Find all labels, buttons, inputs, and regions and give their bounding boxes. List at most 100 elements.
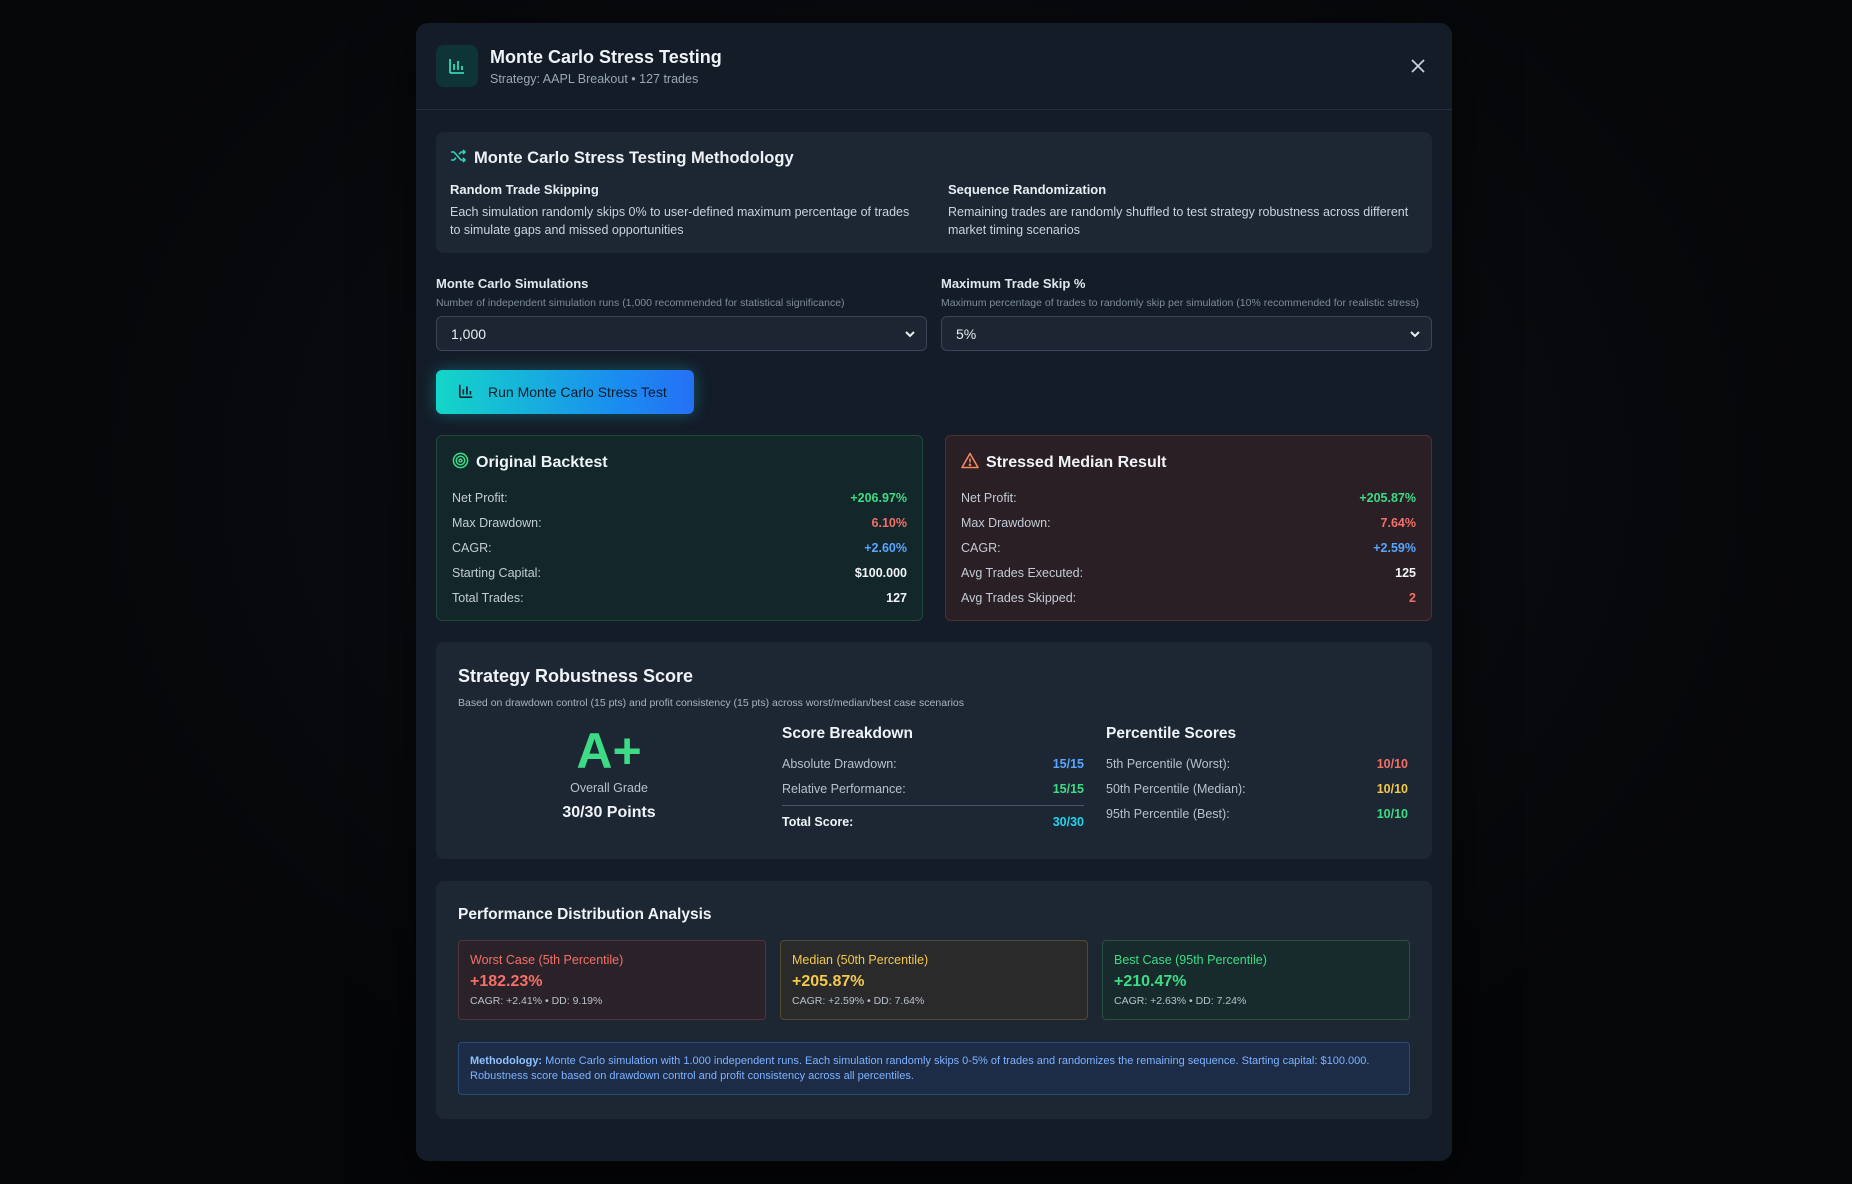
original-backtest-card: Original Backtest Net Profit: +206.97% Ma… <box>436 435 923 621</box>
metric-label: Net Profit: <box>961 490 1017 505</box>
best-case-card: Best Case (95th Percentile) +210.47% CAG… <box>1102 940 1410 1020</box>
breakdown-row: Relative Performance: 15/15 <box>782 776 1084 801</box>
score-breakdown: Score Breakdown Absolute Drawdown: 15/15 … <box>782 723 1084 834</box>
metric-row: Net Profit: +206.97% <box>452 485 907 510</box>
worst-case-card: Worst Case (5th Percentile) +182.23% CAG… <box>458 940 766 1020</box>
distribution-panel: Performance Distribution Analysis Worst … <box>436 881 1432 1119</box>
metric-row: Starting Capital: $100.000 <box>452 560 907 585</box>
metric-label: Avg Trades Executed: <box>961 565 1084 580</box>
percentile-row: 50th Percentile (Median): 10/10 <box>1106 776 1408 801</box>
methodology-note: Methodology: Monte Carlo simulation with… <box>458 1042 1410 1095</box>
worst-case-meta: CAGR: +2.41% • DD: 9.19% <box>470 995 603 1007</box>
metric-value: 6.10% <box>871 515 907 530</box>
simulations-value: 1,000 <box>451 325 487 342</box>
metric-value: +206.97% <box>850 490 907 505</box>
metric-row: Max Drawdown: 6.10% <box>452 510 907 535</box>
methodology-title: Monte Carlo Stress Testing Methodology <box>474 149 794 167</box>
breakdown-value: 15/15 <box>1052 756 1084 771</box>
metric-label: CAGR: <box>452 540 492 555</box>
robustness-title: Strategy Robustness Score <box>458 666 694 686</box>
percentile-row: 5th Percentile (Worst): 10/10 <box>1106 751 1408 776</box>
overall-grade: A+ Overall Grade 30/30 Points <box>458 723 760 834</box>
total-score-row: Total Score: 30/30 <box>782 805 1084 834</box>
breakdown-label: Relative Performance: <box>782 781 906 796</box>
median-meta: CAGR: +2.59% • DD: 7.64% <box>792 995 925 1007</box>
best-case-value: +210.47% <box>1114 973 1187 990</box>
chevron-down-icon <box>904 327 916 343</box>
median-label: Median (50th Percentile) <box>792 953 929 967</box>
chevron-down-icon <box>1409 327 1421 343</box>
percentile-value: 10/10 <box>1376 806 1408 821</box>
median-value: +205.87% <box>792 973 865 990</box>
distribution-title: Performance Distribution Analysis <box>458 906 712 923</box>
total-score-label: Total Score: <box>782 815 854 829</box>
metric-value: +2.59% <box>1373 540 1416 555</box>
metric-row: Avg Trades Skipped: 2 <box>961 585 1416 610</box>
original-title: Original Backtest <box>476 454 608 471</box>
metric-row: CAGR: +2.59% <box>961 535 1416 560</box>
percentile-value: 10/10 <box>1376 756 1408 771</box>
metric-label: Net Profit: <box>452 490 508 505</box>
metric-label: Max Drawdown: <box>452 515 542 530</box>
stressed-title: Stressed Median Result <box>986 454 1167 471</box>
metric-value: 7.64% <box>1380 515 1416 530</box>
percentile-scores: Percentile Scores 5th Percentile (Worst)… <box>1106 723 1408 834</box>
grade-points: 30/30 Points <box>562 804 656 821</box>
warning-icon <box>961 452 986 474</box>
worst-case-label: Worst Case (5th Percentile) <box>470 953 624 967</box>
metric-value: +2.60% <box>864 540 907 555</box>
grade-label: Overall Grade <box>570 781 648 795</box>
methodology-col2-title: Sequence Randomization <box>948 182 1107 197</box>
shuffle-icon <box>450 148 474 169</box>
percentile-label: 95th Percentile (Best): <box>1106 806 1230 821</box>
trade-skip-select[interactable]: 5% <box>941 316 1432 351</box>
note-label: Methodology: <box>470 1055 543 1067</box>
metric-value: +205.87% <box>1359 490 1416 505</box>
target-icon <box>452 452 476 474</box>
robustness-score-panel: Strategy Robustness Score Based on drawd… <box>436 642 1432 859</box>
best-case-meta: CAGR: +2.63% • DD: 7.24% <box>1114 995 1247 1007</box>
robustness-subtitle: Based on drawdown control (15 pts) and p… <box>458 697 964 709</box>
metric-row: Total Trades: 127 <box>452 585 907 610</box>
simulations-help: Number of independent simulation runs (1… <box>436 297 845 309</box>
percentile-label: 50th Percentile (Median): <box>1106 781 1246 796</box>
run-stress-test-button[interactable]: Run Monte Carlo Stress Test <box>436 370 694 414</box>
stressed-median-card: Stressed Median Result Net Profit: +205.8… <box>945 435 1432 621</box>
percentile-title: Percentile Scores <box>1106 725 1237 742</box>
percentile-row: 95th Percentile (Best): 10/10 <box>1106 801 1408 826</box>
metric-value: $100.000 <box>854 565 907 580</box>
metric-row: Net Profit: +205.87% <box>961 485 1416 510</box>
methodology-col1-text: Each simulation randomly skips 0% to use… <box>450 205 910 237</box>
percentile-label: 5th Percentile (Worst): <box>1106 756 1231 771</box>
run-button-label: Run Monte Carlo Stress Test <box>488 384 667 400</box>
bar-chart-icon <box>458 383 488 402</box>
total-score-value: 30/30 <box>1052 815 1084 829</box>
metric-label: Starting Capital: <box>452 565 541 580</box>
methodology-col2-text: Remaining trades are randomly shuffled t… <box>948 205 1409 237</box>
metric-value: 2 <box>1409 590 1416 605</box>
metric-row: Avg Trades Executed: 125 <box>961 560 1416 585</box>
metric-row: CAGR: +2.60% <box>452 535 907 560</box>
methodology-panel: Monte Carlo Stress Testing Methodology R… <box>436 132 1432 253</box>
worst-case-value: +182.23% <box>470 973 543 990</box>
metric-label: Avg Trades Skipped: <box>961 590 1077 605</box>
modal-subtitle: Strategy: AAPL Breakout • 127 trades <box>490 71 699 86</box>
metric-row: Max Drawdown: 7.64% <box>961 510 1416 535</box>
methodology-col1-title: Random Trade Skipping <box>450 182 599 197</box>
close-icon[interactable] <box>1404 52 1432 80</box>
modal-header: Monte Carlo Stress Testing Strategy: AAP… <box>416 23 1452 110</box>
simulations-select[interactable]: 1,000 <box>436 316 927 351</box>
metric-value: 125 <box>1395 565 1416 580</box>
trade-skip-help: Maximum percentage of trades to randomly… <box>941 297 1419 309</box>
metric-label: CAGR: <box>961 540 1001 555</box>
breakdown-value: 15/15 <box>1052 781 1084 796</box>
simulations-label: Monte Carlo Simulations <box>436 276 589 291</box>
median-card: Median (50th Percentile) +205.87% CAGR: … <box>780 940 1088 1020</box>
trade-skip-value: 5% <box>956 325 977 342</box>
note-text: Monte Carlo simulation with 1.000 indepe… <box>470 1055 1370 1082</box>
breakdown-row: Absolute Drawdown: 15/15 <box>782 751 1084 776</box>
trade-skip-label: Maximum Trade Skip % <box>941 276 1086 291</box>
metric-label: Max Drawdown: <box>961 515 1051 530</box>
grade-value: A+ <box>576 723 642 779</box>
bar-chart-icon <box>436 45 478 87</box>
